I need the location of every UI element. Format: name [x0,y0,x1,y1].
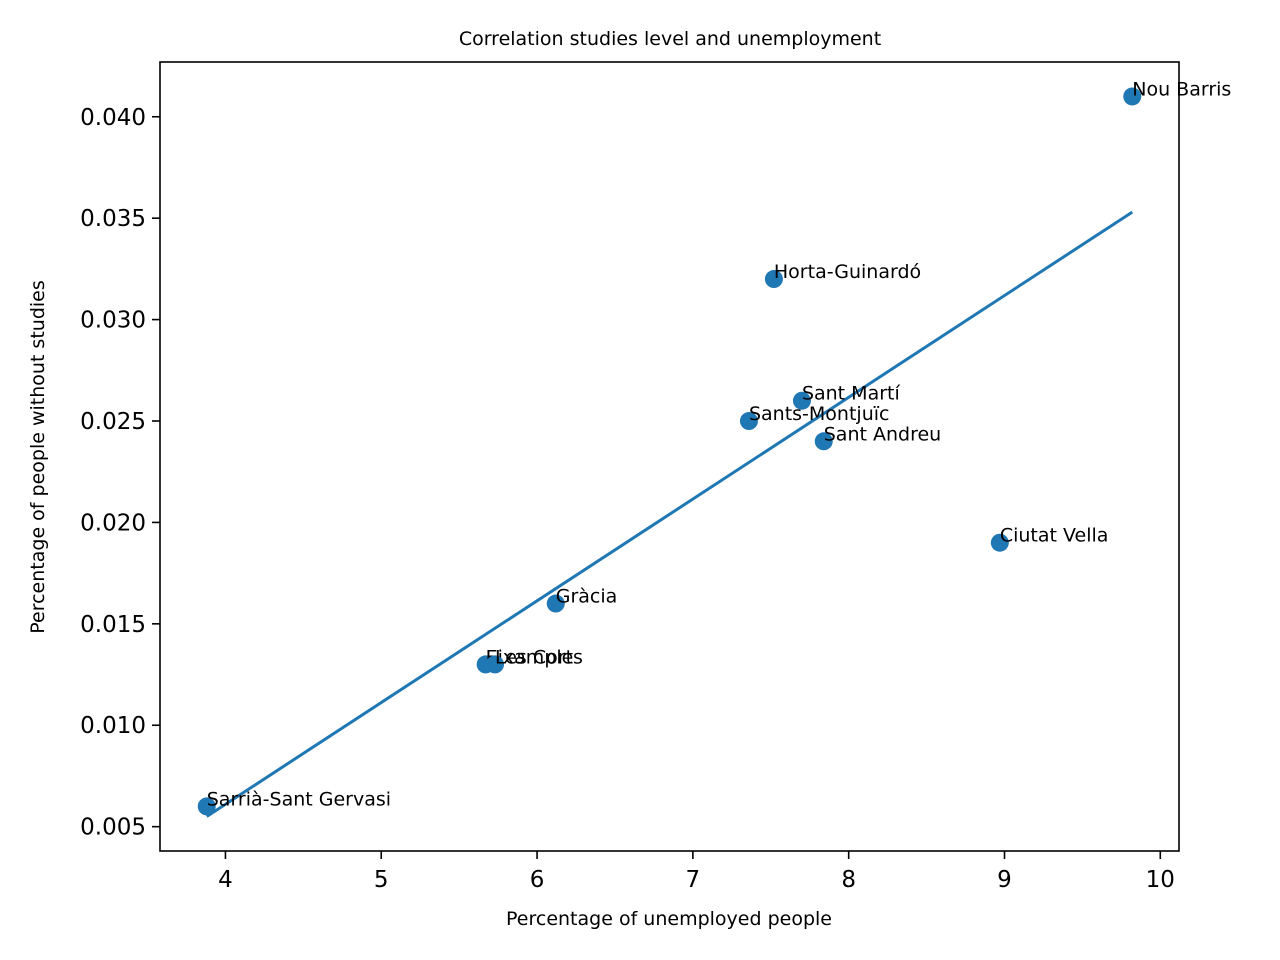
y-axis-label: Percentage of people without studies [27,280,49,634]
y-axis: 0.005 0.010 0.015 0.020 0.025 0.030 0.035 0.040 [80,105,160,841]
y-tick-label: 0.025 [80,409,146,435]
point-label: Sarrià-Sant Gervasi [207,788,391,810]
point-label: Gràcia [556,586,618,608]
x-tick-label: 10 [1146,867,1175,893]
trend-line [205,210,1134,818]
data-point [814,432,833,451]
point-label: Sant Martí [802,383,901,405]
y-tick-label: 0.015 [80,612,146,638]
y-tick-label: 0.035 [80,206,146,232]
data-point [792,391,811,410]
data-point [197,797,216,816]
data-point [485,655,504,674]
data-point [1123,87,1142,106]
point-label: Sants-Montjuïc [749,403,890,425]
chart-title: Correlation studies level and unemployme… [459,28,881,50]
x-tick-label: 6 [530,867,545,893]
data-point [739,412,758,431]
x-tick-label: 8 [841,867,856,893]
point-label: Ciutat Vella [1000,525,1109,547]
data-point [546,594,565,613]
y-tick-label: 0.005 [80,815,146,841]
y-tick-label: 0.020 [80,510,146,536]
x-tick-label: 4 [218,867,233,893]
x-tick-label: 5 [374,867,389,893]
point-label: Sant Andreu [824,423,941,445]
data-point [764,270,783,289]
x-axis: 4 5 6 7 8 9 10 [218,851,1175,893]
x-axis-label: Percentage of unemployed people [506,908,832,930]
point-label: Eixample [486,646,574,668]
y-tick-label: 0.010 [80,713,146,739]
point-label: Nou Barris [1132,78,1231,100]
plot-frame [159,61,1180,852]
point-label: Horta-Guinardó [774,261,921,283]
y-tick-label: 0.040 [80,105,146,131]
plot-area: Ciutat Vella Eixample Sants-Montjuïc Les Co… [197,78,1231,818]
x-tick-label: 7 [686,867,701,893]
data-point [990,533,1009,552]
y-tick-label: 0.030 [80,308,146,334]
x-tick-label: 9 [997,867,1012,893]
point-label: Les Corts [495,646,583,668]
